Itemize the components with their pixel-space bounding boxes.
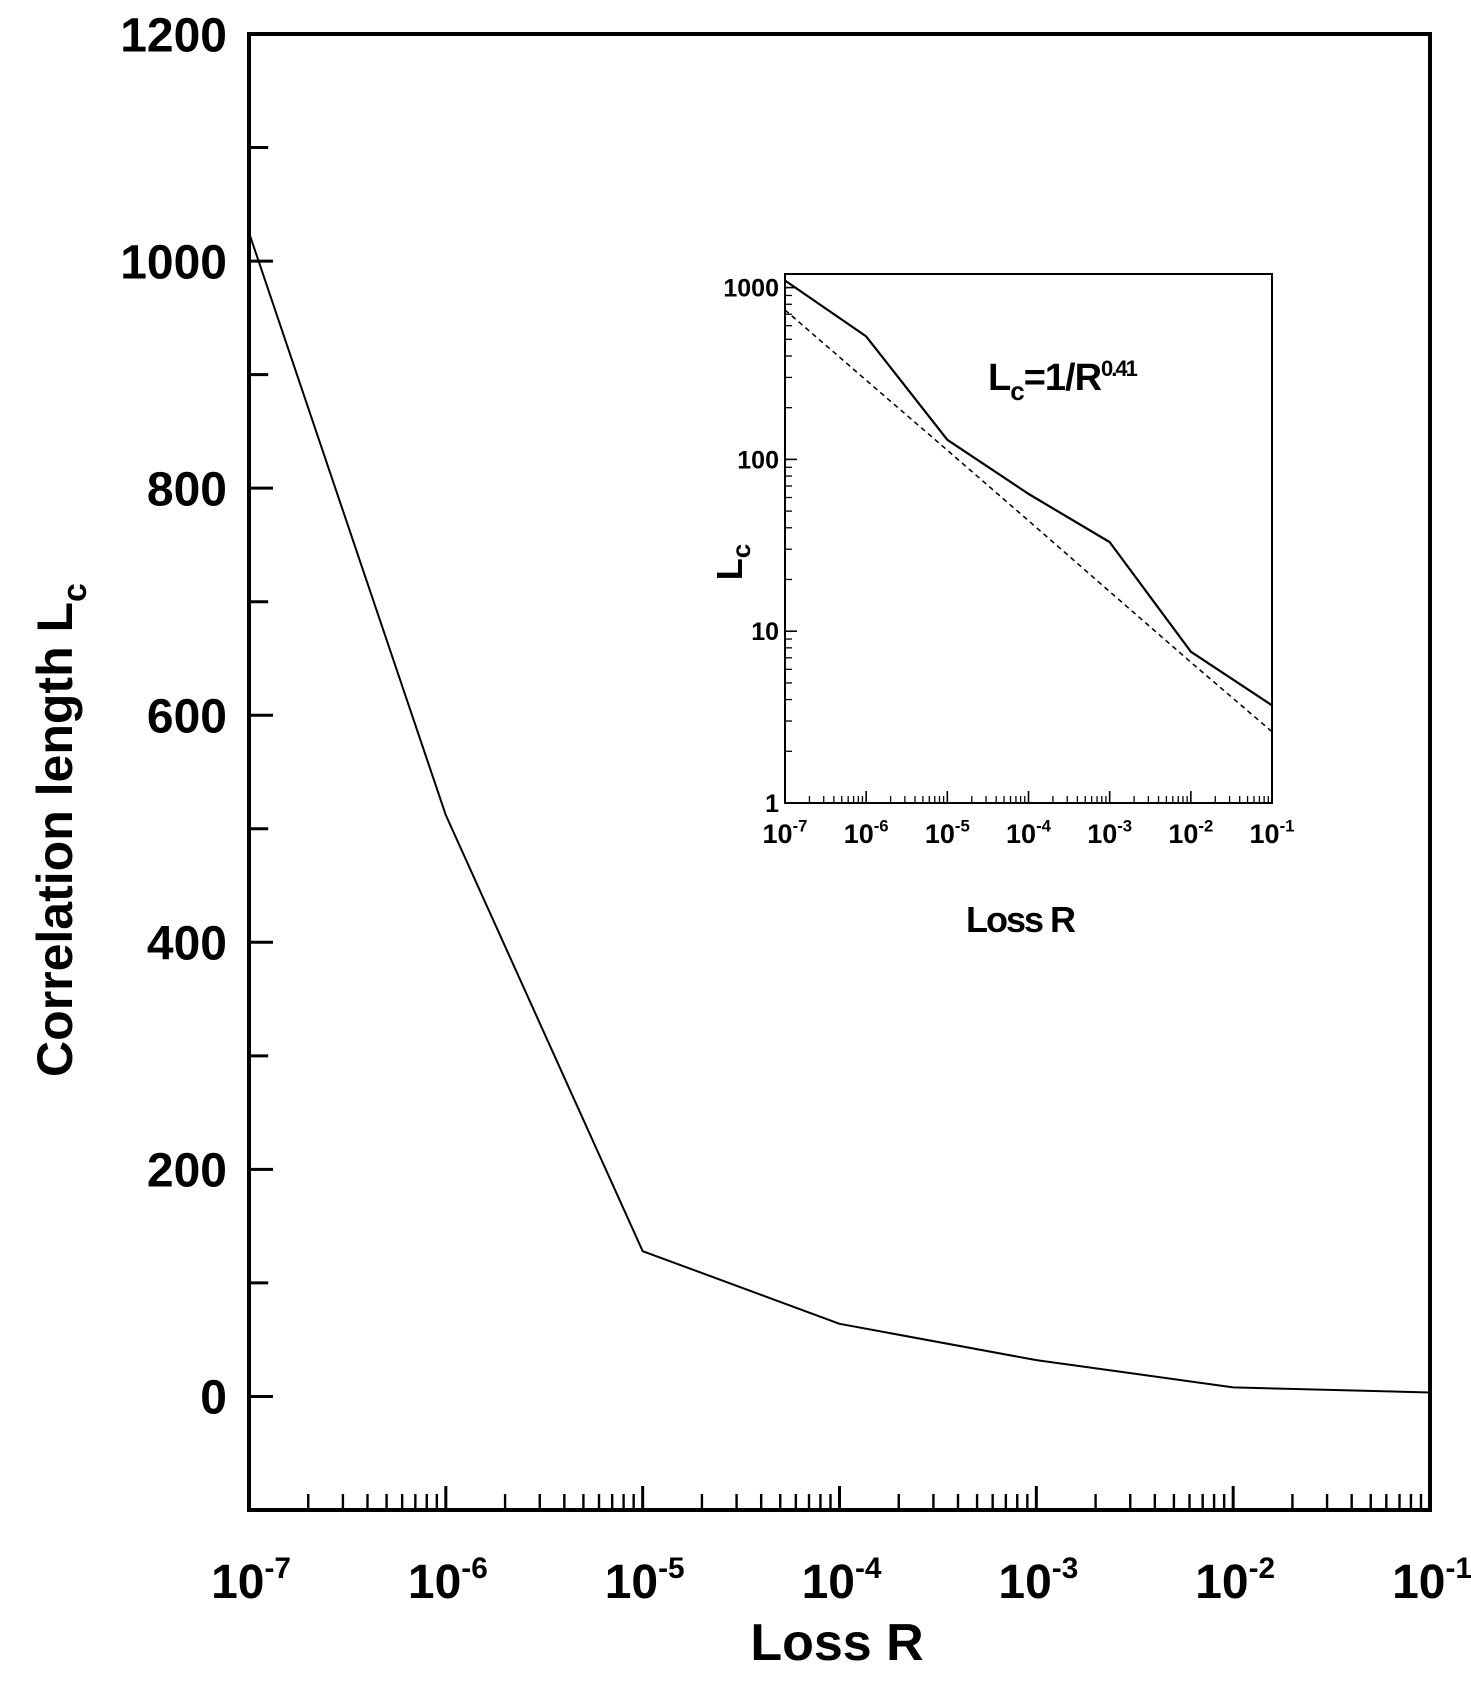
y-tick-label: 800 [147, 463, 227, 516]
y-tick-label: 0 [200, 1372, 227, 1425]
y-axis-title: Correlation length Lc [27, 583, 94, 1077]
y-tick-label: 1000 [120, 236, 227, 289]
y-tick-label: 10 [751, 618, 779, 646]
x-tick-label: 10-3 [1087, 817, 1132, 849]
data-line [784, 279, 1273, 707]
x-tick-label: 10-5 [925, 817, 970, 849]
y-tick-label: 1000 [723, 275, 779, 303]
y-tick-label: 600 [147, 691, 227, 744]
y-tick-label: 400 [147, 918, 227, 971]
fit-equation-annotation: Lc=1/R0.41 [988, 356, 1138, 406]
x-tick-label: 10-6 [844, 817, 889, 849]
x-tick-label: 10-2 [1195, 1552, 1275, 1609]
x-tick-label: 10-2 [1168, 817, 1213, 849]
main-plot: 0 200 400 600 800 1000 1200 10-7 10-6 10-5 10-4 10-… [27, 9, 1471, 1672]
x-tick-label: 10-1 [1392, 1552, 1471, 1609]
y-tick-label: 1200 [120, 9, 227, 62]
x-tick-label: 10-6 [408, 1552, 488, 1609]
inset-plot: 1 10 100 1000 10-7 10-6 10-5 10-4 10-3 10-2 10-1 Lo… [709, 273, 1295, 940]
plot-frame [784, 273, 1273, 804]
x-tick-label: 10-4 [1006, 817, 1052, 849]
plot-frame [247, 32, 1432, 1512]
y-tick-label: 100 [737, 446, 779, 474]
inset-y-axis-title: Lc [709, 544, 756, 580]
x-tick-label: 10-1 [1250, 817, 1295, 849]
x-tick-label: 10-7 [763, 817, 808, 849]
inset-x-axis-title: Loss R [966, 899, 1076, 940]
data-line [248, 232, 1431, 1394]
y-tick-label: 1 [765, 790, 779, 818]
x-tick-label: 10-5 [605, 1552, 685, 1609]
x-tick-label: 10-3 [998, 1552, 1078, 1609]
x-tick-label: 10-7 [211, 1552, 291, 1609]
x-tick-label: 10-4 [802, 1552, 882, 1609]
y-tick-label: 200 [147, 1145, 227, 1198]
x-axis-title: Loss R [750, 1614, 923, 1672]
